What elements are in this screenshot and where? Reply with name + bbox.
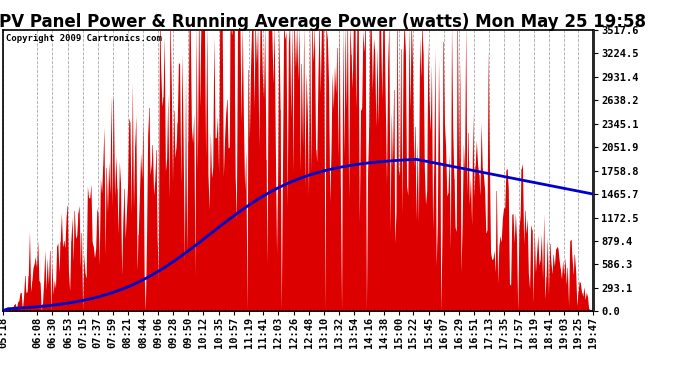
Text: Total PV Panel Power & Running Average Power (watts) Mon May 25 19:58: Total PV Panel Power & Running Average P… [0, 13, 646, 31]
Text: Copyright 2009 Cartronics.com: Copyright 2009 Cartronics.com [6, 34, 162, 43]
